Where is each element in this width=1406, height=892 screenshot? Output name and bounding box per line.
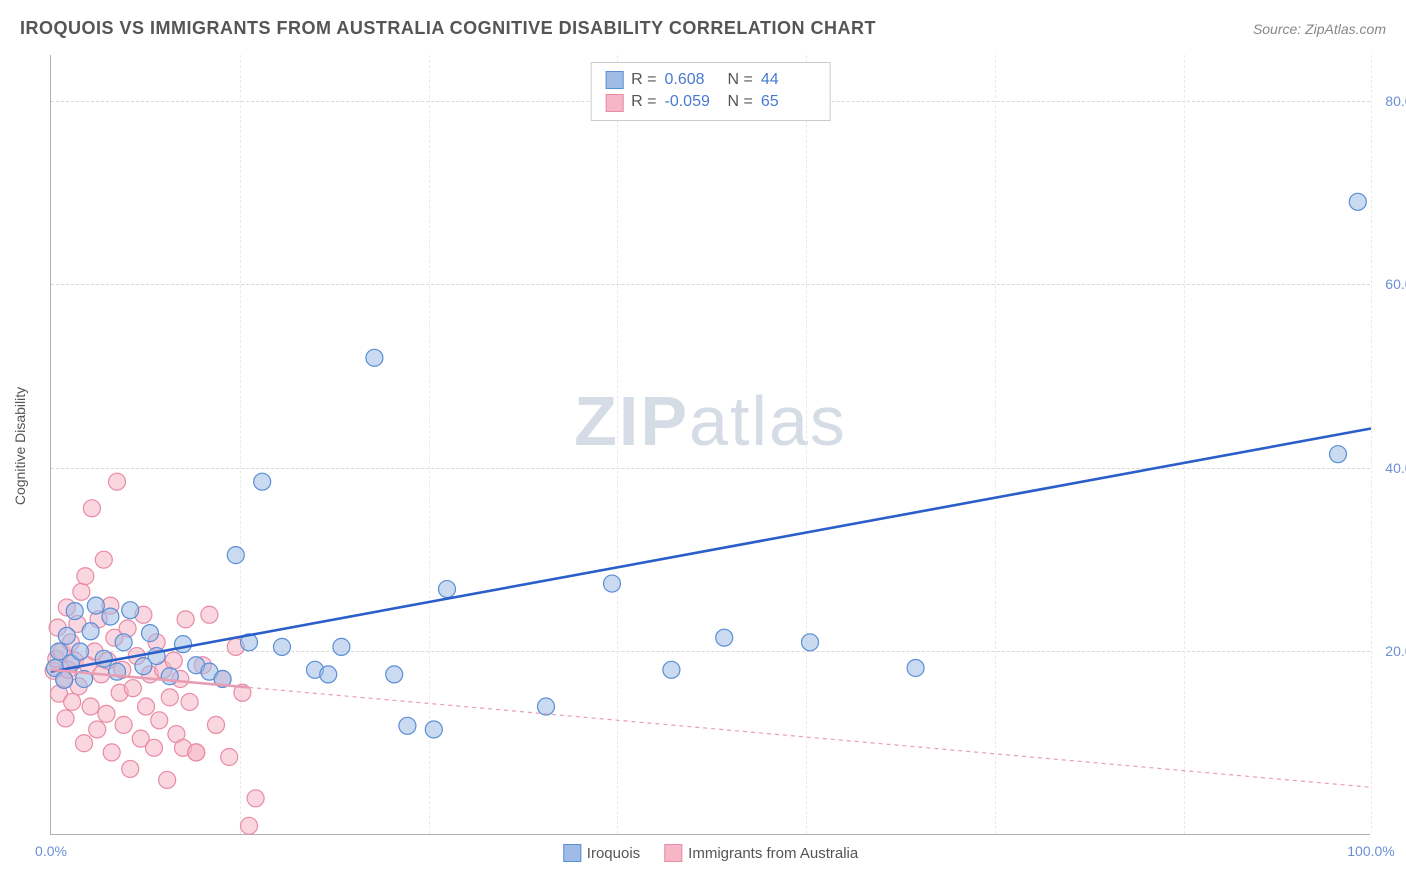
- x-tick-label: 0.0%: [35, 843, 67, 859]
- data-point: [89, 721, 106, 738]
- data-point: [439, 581, 456, 598]
- data-point: [165, 652, 182, 669]
- data-point: [663, 661, 680, 678]
- data-point: [907, 659, 924, 676]
- trend-line: [51, 428, 1371, 671]
- n-label: N =: [728, 91, 753, 113]
- data-point: [64, 693, 81, 710]
- data-point: [115, 716, 132, 733]
- data-point: [103, 744, 120, 761]
- data-point: [221, 749, 238, 766]
- legend-label-2: Immigrants from Australia: [688, 845, 858, 862]
- n-label: N =: [728, 69, 753, 91]
- stats-row-2: R = -0.059 N = 65: [605, 91, 816, 113]
- legend-item-2: Immigrants from Australia: [664, 844, 858, 862]
- data-point: [115, 634, 132, 651]
- legend-swatch-1: [563, 844, 581, 862]
- data-point: [366, 349, 383, 366]
- y-tick-label: 20.0%: [1375, 643, 1406, 659]
- data-point: [95, 650, 112, 667]
- data-point: [109, 663, 126, 680]
- data-point: [124, 680, 141, 697]
- data-point: [72, 643, 89, 660]
- legend-swatch-2: [664, 844, 682, 862]
- data-point: [604, 575, 621, 592]
- data-point: [145, 739, 162, 756]
- data-point: [138, 698, 155, 715]
- data-point: [109, 473, 126, 490]
- data-point: [82, 623, 99, 640]
- chart-header: IROQUOIS VS IMMIGRANTS FROM AUSTRALIA CO…: [20, 18, 1386, 39]
- data-point: [241, 817, 258, 834]
- data-point: [56, 671, 73, 688]
- data-point: [159, 771, 176, 788]
- series-legend: Iroquois Immigrants from Australia: [563, 844, 858, 862]
- data-point: [66, 603, 83, 620]
- data-point: [274, 638, 291, 655]
- data-point: [1349, 193, 1366, 210]
- data-point: [57, 710, 74, 727]
- source-attribution: Source: ZipAtlas.com: [1253, 21, 1386, 37]
- scatter-plot: [51, 55, 1370, 834]
- data-point: [254, 473, 271, 490]
- y-tick-label: 60.0%: [1375, 276, 1406, 292]
- data-point: [188, 744, 205, 761]
- data-point: [208, 716, 225, 733]
- stats-legend: R = 0.608 N = 44 R = -0.059 N = 65: [590, 62, 831, 121]
- r-value-2: -0.059: [665, 91, 720, 113]
- n-value-2: 65: [761, 91, 816, 113]
- x-tick-label: 100.0%: [1347, 843, 1394, 859]
- data-point: [142, 625, 159, 642]
- data-point: [58, 627, 75, 644]
- y-axis-label: Cognitive Disability: [12, 387, 28, 505]
- data-point: [399, 717, 416, 734]
- data-point: [102, 608, 119, 625]
- data-point: [73, 583, 90, 600]
- data-point: [175, 636, 192, 653]
- stats-row-1: R = 0.608 N = 44: [605, 69, 816, 91]
- data-point: [151, 712, 168, 729]
- r-label: R =: [631, 69, 656, 91]
- data-point: [333, 638, 350, 655]
- trend-line-extrapolated: [249, 687, 1371, 787]
- data-point: [1330, 446, 1347, 463]
- chart-title: IROQUOIS VS IMMIGRANTS FROM AUSTRALIA CO…: [20, 18, 876, 39]
- data-point: [177, 611, 194, 628]
- y-tick-label: 40.0%: [1375, 460, 1406, 476]
- legend-item-1: Iroquois: [563, 844, 640, 862]
- y-tick-label: 80.0%: [1375, 93, 1406, 109]
- legend-label-1: Iroquois: [587, 845, 640, 862]
- data-point: [77, 568, 94, 585]
- data-point: [386, 666, 403, 683]
- data-point: [122, 602, 139, 619]
- data-point: [716, 629, 733, 646]
- data-point: [95, 551, 112, 568]
- swatch-series-1: [605, 71, 623, 89]
- r-label: R =: [631, 91, 656, 113]
- data-point: [76, 735, 93, 752]
- data-point: [122, 760, 139, 777]
- r-value-1: 0.608: [665, 69, 720, 91]
- plot-area: ZIPatlas 20.0%40.0%60.0%80.0%0.0%100.0% …: [50, 55, 1370, 835]
- data-point: [201, 606, 218, 623]
- data-point: [247, 790, 264, 807]
- data-point: [98, 705, 115, 722]
- data-point: [802, 634, 819, 651]
- data-point: [83, 500, 100, 517]
- data-point: [181, 693, 198, 710]
- n-value-1: 44: [761, 69, 816, 91]
- data-point: [87, 597, 104, 614]
- data-point: [425, 721, 442, 738]
- data-point: [82, 698, 99, 715]
- data-point: [161, 689, 178, 706]
- swatch-series-2: [605, 94, 623, 112]
- data-point: [538, 698, 555, 715]
- data-point: [227, 547, 244, 564]
- data-point: [320, 666, 337, 683]
